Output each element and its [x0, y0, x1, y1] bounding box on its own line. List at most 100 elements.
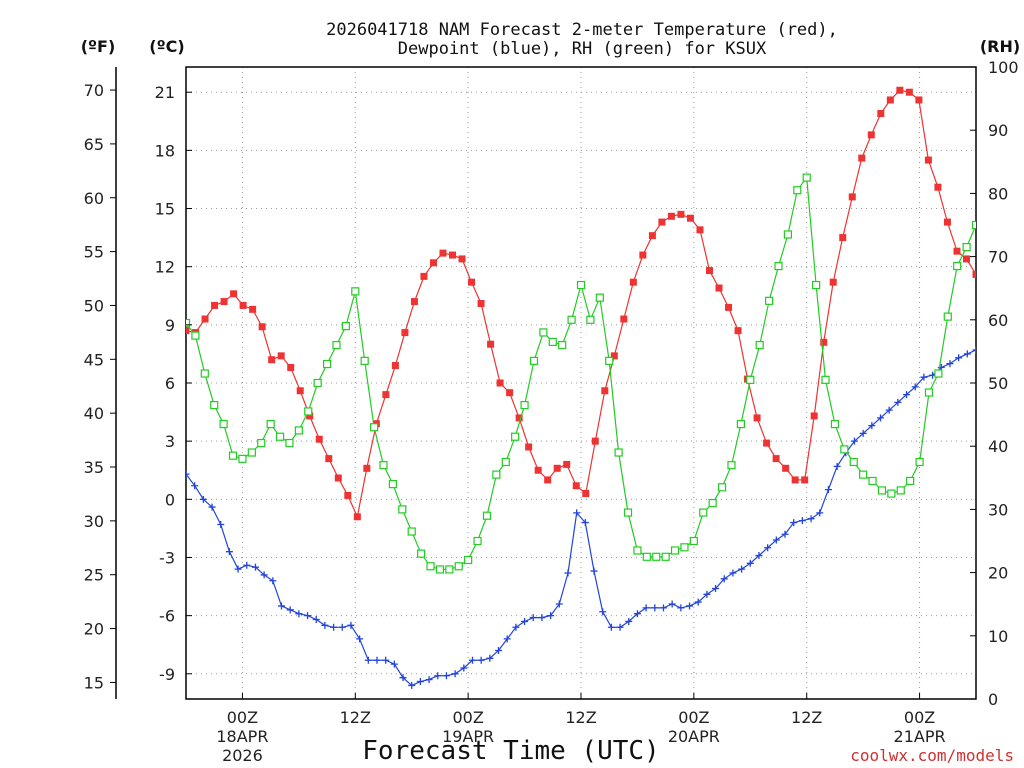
dewpoint-point [746, 559, 754, 567]
series-line [186, 175, 976, 571]
temperature-point [525, 443, 533, 451]
dewpoint-point [217, 521, 225, 529]
dewpoint-point [764, 544, 772, 552]
rh-point [219, 419, 228, 429]
dewpoint-point [772, 536, 780, 544]
temperature-point [391, 362, 399, 370]
dewpoint-point [191, 482, 199, 490]
dewpoint-point [651, 604, 659, 612]
c-axis-header: (ºC) [149, 37, 184, 56]
rh-tick-label: 50 [988, 374, 1008, 393]
temperature-point [820, 338, 828, 346]
dewpoint-point [451, 670, 459, 678]
dewpoint-point [816, 509, 824, 517]
dewpoint-point [555, 600, 563, 608]
dewpoint-point [356, 635, 364, 643]
rh-point [285, 438, 294, 448]
dewpoint-point [781, 530, 789, 538]
dewpoint-point [373, 656, 381, 664]
f-tick-label: 35 [84, 458, 104, 477]
rh-point [360, 356, 369, 365]
rh-point [454, 562, 463, 571]
dewpoint-point [382, 656, 390, 664]
rh-tick-label: 60 [988, 311, 1008, 330]
temperature-point [924, 156, 932, 164]
rh-point [464, 555, 473, 565]
temperature-point [705, 267, 713, 275]
dewpoint-point [972, 346, 976, 354]
rh-point [699, 508, 708, 517]
temperature-point [563, 460, 571, 468]
temperature-point [334, 474, 342, 482]
temperature-point [268, 356, 276, 364]
rh-point [652, 552, 661, 561]
dewpoint-point [547, 612, 555, 620]
temperature-point [782, 464, 790, 472]
f-tick-label: 30 [84, 512, 104, 531]
temperature-point [506, 389, 514, 397]
rh-point [764, 296, 774, 305]
temperature-point [468, 278, 476, 286]
dewpoint-point [720, 575, 728, 583]
rh-point [511, 432, 520, 441]
dewpoint-point [677, 604, 685, 612]
f-axis-header: (ºF) [81, 37, 116, 56]
temperature-point [620, 315, 628, 323]
temperature-point [953, 247, 961, 255]
dewpoint-point [850, 437, 858, 445]
rh-tick-label: 0 [988, 690, 998, 709]
dewpoint-point [477, 656, 485, 664]
dewpoint-point [894, 398, 902, 406]
x-tick-label: 00Z [452, 708, 483, 727]
temperature-point [211, 301, 219, 309]
c-tick-label: 21 [155, 83, 175, 102]
rh-point [661, 552, 670, 561]
temperature-point [667, 212, 675, 220]
dewpoint-point [442, 672, 450, 680]
chart-title-line2: Dewpoint (blue), RH (green) for KSUX [398, 39, 767, 59]
dewpoint-point [885, 406, 893, 414]
dewpoint-point [486, 654, 494, 662]
temperature-point [877, 110, 885, 118]
rh-point [595, 293, 604, 302]
dewpoint-point [295, 610, 303, 618]
dewpoint-point [607, 623, 615, 631]
rh-point [971, 220, 976, 230]
dewpoint-point [269, 577, 277, 585]
rh-point [247, 448, 256, 457]
x-tick-label: 12Z [565, 708, 596, 727]
c-tick-label: 18 [155, 141, 175, 160]
temperature-point [686, 214, 694, 222]
rh-point [783, 230, 793, 239]
dewpoint-point [243, 561, 251, 569]
dewpoint-point [347, 621, 355, 629]
temperature-point [186, 327, 190, 335]
temperature-point [601, 387, 609, 395]
f-tick-label: 60 [84, 189, 104, 208]
rh-point [191, 331, 200, 340]
dewpoint-point [364, 656, 372, 664]
rh-point [294, 426, 303, 435]
c-tick-label: 3 [165, 432, 175, 451]
rh-point [210, 401, 219, 410]
temperature-point [420, 272, 428, 280]
temperature-point [249, 305, 257, 313]
dewpoint-point [529, 614, 537, 622]
temperature-point [315, 435, 323, 443]
rh-axis-header: (RH) [980, 37, 1020, 56]
temperature-point [534, 466, 542, 474]
f-tick-label: 20 [84, 620, 104, 639]
f-tick-label: 50 [84, 296, 104, 315]
f-tick-label: 25 [84, 566, 104, 585]
f-tick-label: 55 [84, 243, 104, 262]
rh-point [614, 448, 623, 457]
rh-point [736, 419, 745, 429]
chart-title-line1: 2026041718 NAM Forecast 2-meter Temperat… [326, 20, 838, 40]
rh-point [840, 445, 849, 454]
rh-point [830, 419, 840, 429]
dewpoint-point [199, 495, 207, 503]
temperature-point [763, 439, 771, 447]
c-tick-label: -3 [159, 548, 175, 567]
dewpoint-point [277, 602, 285, 610]
rh-point [238, 454, 247, 463]
